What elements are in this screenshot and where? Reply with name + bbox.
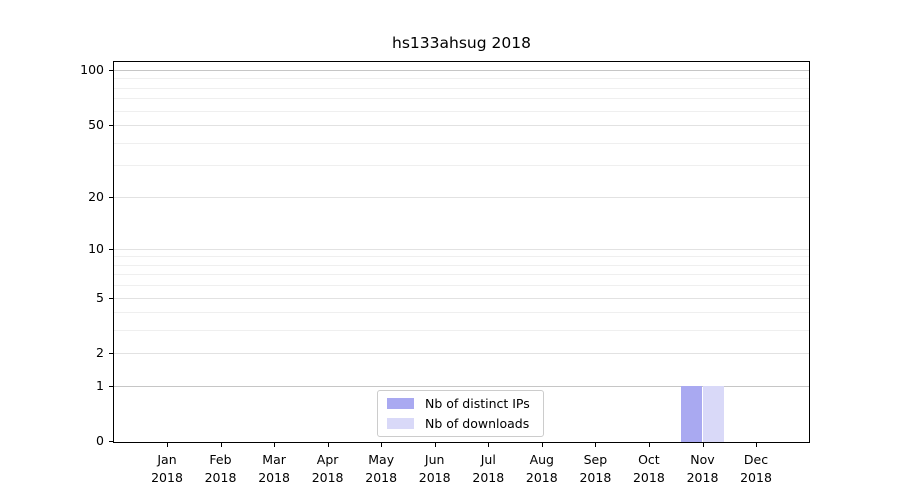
year-label: 2018 [632,469,665,485]
x-tick-mark [434,443,436,447]
month-label: Jul [480,452,496,467]
x-tick-label-mar: Mar 2018 [242,451,306,486]
x-tick-label-jul: Jul 2018 [456,451,520,486]
legend-row: Nb of downloads [387,416,543,431]
major-gridline [114,353,809,355]
minor-gridline [114,87,809,89]
month-label: Sep [583,452,608,467]
x-tick-mark [167,443,168,447]
y-tick-label: 100 [80,62,104,77]
minor-gridline [114,256,809,258]
month-label: Dec [743,452,769,467]
x-tick-label-jan: Jan 2018 [135,451,199,486]
y-tick-label: 50 [88,117,104,133]
minor-gridline [114,312,809,314]
x-tick-label-jun: Jun 2018 [403,451,467,486]
x-tick-mark [648,443,650,447]
x-tick-label-feb: Feb 2018 [189,451,253,486]
year-label: 2018 [258,469,290,485]
month-label: Feb [209,452,232,467]
year-label: 2018 [472,469,505,485]
month-label: Aug [529,452,554,467]
minor-gridline [114,330,809,332]
y-tick-label: 5 [96,289,104,305]
minor-gridline [114,274,809,276]
year-label: 2018 [740,469,772,485]
legend-label-downloads: Nb of downloads [425,416,530,431]
x-axis-labels: Jan 2018 Feb 2018 Mar 2018 Apr 2018 May 2018 Jun 20… [114,451,809,491]
y-axis-labels: 0 1 2 5 10 20 50 100 [0,62,104,448]
x-tick-mark [274,443,276,447]
y-tick-mark [109,196,113,198]
minor-gridline [114,264,809,266]
major-gridline [114,196,809,198]
bar-nov-distinct-ips [681,386,703,442]
x-tick-label-dec: Dec 2018 [724,451,788,486]
major-gridline [114,125,809,127]
minor-gridline [114,285,809,287]
major-gridline [114,386,809,388]
y-tick-mark [109,297,113,299]
year-label: 2018 [525,469,558,485]
distinct-ips-swatch-icon [387,398,414,409]
bar-nov-downloads [702,386,724,442]
minor-gridline [114,142,809,144]
month-label: May [368,452,395,467]
chart-title: hs133ahsug 2018 [392,34,531,52]
year-label: 2018 [686,469,719,485]
downloads-swatch-icon [387,418,414,429]
minor-gridline [114,78,809,80]
year-label: 2018 [204,469,237,485]
x-tick-mark [541,443,543,447]
legend-label-distinct-ips: Nb of distinct IPs [425,396,530,411]
year-label: 2018 [365,469,398,485]
x-tick-label-may: May 2018 [349,451,413,486]
x-tick-mark [756,443,757,447]
minor-gridline [114,98,809,100]
y-tick-label: 20 [88,188,104,204]
year-label: 2018 [579,469,612,485]
x-tick-mark [327,443,329,447]
major-gridline [114,297,809,299]
x-tick-label-nov: Nov 2018 [671,451,735,486]
year-label: 2018 [311,469,344,485]
y-tick-mark [109,386,113,388]
x-tick-label-oct: Oct 2018 [617,451,681,486]
legend: Nb of distinct IPs Nb of downloads [377,390,544,437]
year-label: 2018 [151,469,183,485]
x-tick-mark [595,443,597,447]
y-tick-mark [109,70,113,71]
major-gridline [114,248,809,250]
y-tick-mark [109,125,113,127]
minor-gridline [114,110,809,112]
y-tick-label: 0 [96,433,104,448]
major-gridline [114,70,809,71]
month-label: Mar [262,452,286,467]
month-label: Jan [157,452,177,467]
x-tick-label-apr: Apr 2018 [296,451,360,486]
month-label: Nov [690,452,715,467]
x-tick-mark [702,443,704,447]
minor-gridline [114,165,809,167]
x-tick-label-aug: Aug 2018 [510,451,574,486]
plot-area [109,61,810,447]
y-tick-mark [109,248,113,250]
x-tick-mark [381,443,383,447]
y-tick-label: 10 [88,240,104,256]
month-label: Jun [424,452,445,467]
y-tick-mark [109,353,113,355]
y-tick-label: 2 [96,345,104,361]
x-tick-label-sep: Sep 2018 [563,451,627,486]
legend-row: Nb of distinct IPs [387,396,543,411]
y-tick-label: 1 [96,378,104,394]
x-tick-mark [220,443,222,447]
month-label: Apr [316,452,339,467]
month-label: Oct [638,452,660,467]
y-tick-mark [109,441,113,442]
year-label: 2018 [418,469,451,485]
x-tick-mark [488,443,490,447]
